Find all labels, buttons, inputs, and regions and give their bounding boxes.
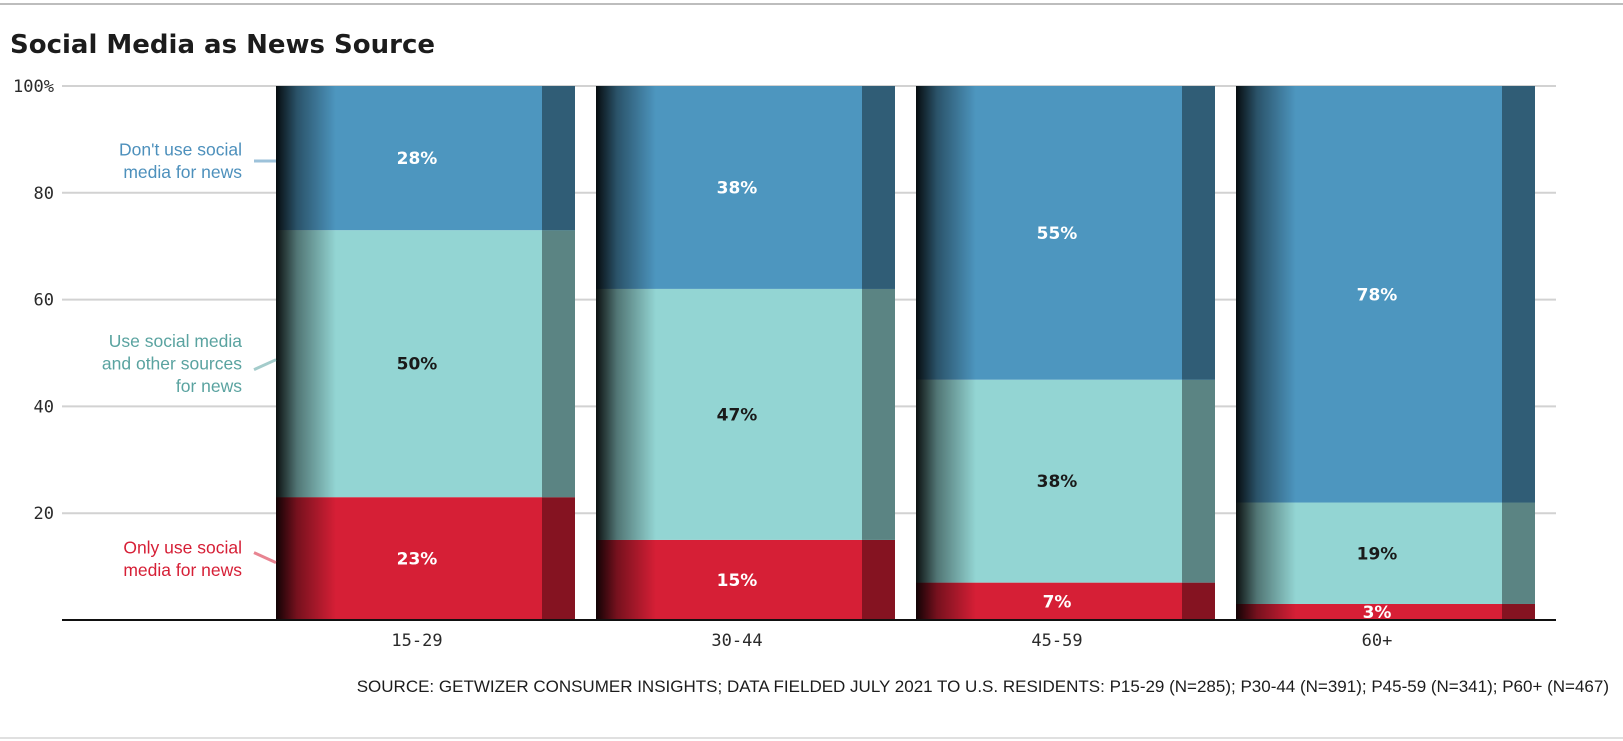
data-label: 28% xyxy=(397,149,438,169)
y-tick-label: 100% xyxy=(13,77,54,97)
y-tick-label: 20 xyxy=(34,504,54,524)
data-label: 19% xyxy=(1357,544,1398,564)
legend-connector xyxy=(253,551,277,564)
legend-label: Don't use social xyxy=(119,140,242,160)
bar-shadow xyxy=(1236,86,1296,620)
data-label: 47% xyxy=(717,405,758,425)
bar-segment-side xyxy=(1182,582,1215,620)
bar-segment-side xyxy=(542,230,575,498)
legend-label: media for news xyxy=(123,162,242,182)
bar-shadow xyxy=(596,86,656,620)
bar-segment-side xyxy=(1502,86,1535,503)
bar-segment-side xyxy=(542,497,575,620)
bar-segment-side xyxy=(862,86,895,289)
bar-segment-side xyxy=(1502,603,1535,620)
bar-segment-side xyxy=(1502,502,1535,604)
bar-shadow xyxy=(916,86,976,620)
x-tick-label: 30-44 xyxy=(711,631,762,651)
data-label: 23% xyxy=(397,550,438,570)
x-tick-label: 15-29 xyxy=(391,631,442,651)
y-tick-label: 80 xyxy=(34,184,54,204)
data-label: 55% xyxy=(1037,224,1078,244)
data-labels: 23% 50% 28% 15% 47% 38% 7% 38% 55% 3% 19% 78% xyxy=(397,149,1398,623)
data-label: 38% xyxy=(717,178,758,198)
top-rule xyxy=(0,3,1623,5)
bar-segment xyxy=(1236,603,1535,620)
bar-segment-side xyxy=(1182,379,1215,583)
bar-segment-side xyxy=(1182,86,1215,380)
bottom-rule xyxy=(0,737,1623,739)
legend-connector xyxy=(253,358,277,372)
y-tick-label: 40 xyxy=(34,397,54,417)
data-label: 50% xyxy=(397,355,438,375)
legend-label: Only use social xyxy=(123,537,242,557)
source-note: SOURCE: GETWIZER CONSUMER INSIGHTS; DATA… xyxy=(356,677,1609,696)
bars xyxy=(276,86,1535,620)
data-label: 3% xyxy=(1363,603,1392,623)
legend-label: Use social media xyxy=(109,331,243,351)
data-label: 38% xyxy=(1037,472,1078,492)
x-tick-label: 45-59 xyxy=(1031,631,1082,651)
legend-label: and other sources xyxy=(102,354,242,374)
data-label: 78% xyxy=(1357,285,1398,305)
y-tick-label: 60 xyxy=(34,291,54,311)
legend-label: media for news xyxy=(123,560,242,580)
legend-label: for news xyxy=(176,376,242,396)
data-label: 15% xyxy=(717,571,758,591)
chart-title: Social Media as News Source xyxy=(10,30,436,60)
bar-shadow xyxy=(276,86,336,620)
legend: Only use social media for news Use social … xyxy=(102,140,277,580)
x-tick-label: 60+ xyxy=(1362,631,1393,651)
bar-segment-side xyxy=(542,86,575,231)
bar-segment-side xyxy=(862,539,895,620)
data-label: 7% xyxy=(1043,592,1072,612)
bar-segment-side xyxy=(862,288,895,540)
axes: 20 40 60 80 100% 15-29 30-44 45-59 60+ xyxy=(13,77,1556,651)
